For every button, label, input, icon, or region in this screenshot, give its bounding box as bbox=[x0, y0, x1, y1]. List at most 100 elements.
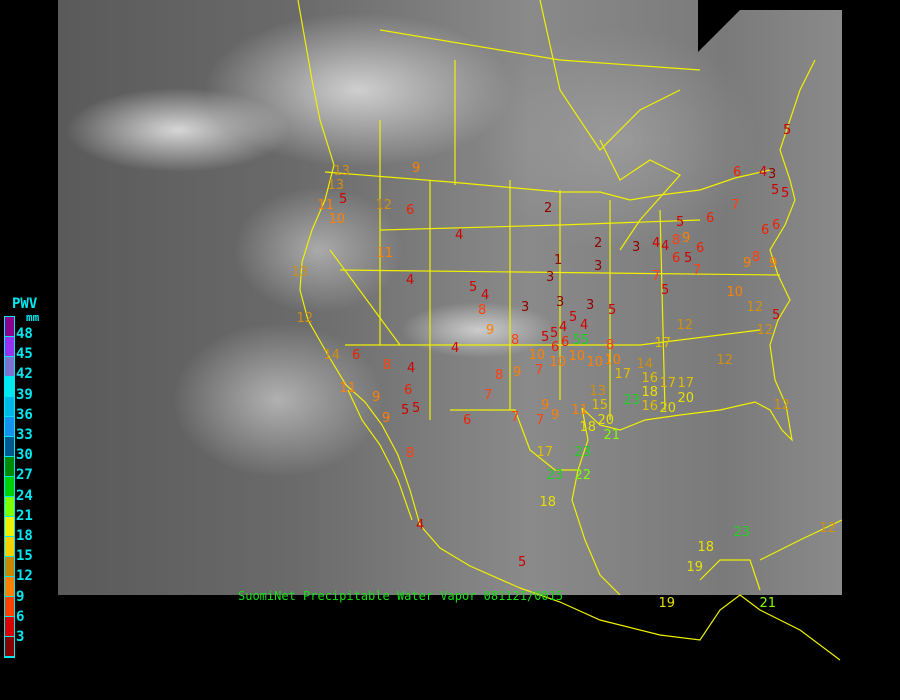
legend-label: 12 bbox=[16, 568, 33, 585]
legend-swatch bbox=[5, 557, 14, 577]
state-line-b bbox=[345, 329, 761, 346]
legend-label: 33 bbox=[16, 427, 33, 443]
station-pwv-value: 5 bbox=[518, 554, 527, 570]
station-pwv-value: 4 bbox=[451, 340, 460, 356]
legend-swatch bbox=[5, 597, 14, 617]
station-pwv-value: 23 bbox=[574, 444, 592, 460]
legend-label: 9 bbox=[16, 588, 25, 605]
station-pwv-value: 9 bbox=[769, 255, 778, 271]
station-pwv-value: 23 bbox=[733, 524, 751, 540]
legend-label: 36 bbox=[16, 406, 33, 423]
station-pwv-value: 7 bbox=[536, 412, 545, 428]
cuba-coast bbox=[759, 519, 842, 561]
legend-label: 18 bbox=[16, 528, 33, 544]
station-pwv-value: 10 bbox=[528, 347, 546, 363]
station-pwv-value: 17 bbox=[614, 366, 632, 382]
station-pwv-value: 16 bbox=[641, 398, 659, 414]
station-pwv-value: 5 bbox=[401, 402, 410, 418]
west-coastline bbox=[297, 0, 521, 589]
station-pwv-value: 6 bbox=[706, 210, 715, 226]
station-pwv-value: 6 bbox=[463, 412, 472, 428]
station-pwv-value: 18 bbox=[539, 494, 557, 510]
state-line-h bbox=[659, 209, 666, 411]
station-pwv-value: 5 bbox=[781, 185, 790, 201]
station-pwv-value: 20 bbox=[677, 390, 695, 406]
station-pwv-value: 20 bbox=[659, 400, 677, 416]
station-pwv-value: 7 bbox=[511, 409, 520, 425]
station-pwv-value: 17 bbox=[677, 375, 695, 391]
station-pwv-value: 17 bbox=[654, 335, 672, 351]
station-pwv-value: 15 bbox=[591, 397, 609, 413]
image-caption: SuomiNet Precipitable Water Vapor 081121… bbox=[238, 589, 564, 603]
legend-swatch bbox=[5, 497, 14, 517]
legend-label: 30 bbox=[16, 447, 33, 464]
station-pwv-value: 3 bbox=[546, 269, 555, 285]
station-pwv-value: 6 bbox=[404, 382, 413, 398]
station-pwv-value: 4 bbox=[406, 272, 415, 288]
station-pwv-value: 10 bbox=[328, 211, 346, 227]
mexico-south-coast bbox=[519, 587, 841, 661]
station-pwv-value: 8 bbox=[495, 367, 504, 383]
station-pwv-value: 55 bbox=[572, 332, 590, 348]
station-pwv-value: 22 bbox=[574, 467, 592, 483]
legend-label: 39 bbox=[16, 386, 33, 403]
legend-swatch bbox=[5, 397, 14, 417]
legend-label: 15 bbox=[16, 548, 33, 565]
station-pwv-value: 8 bbox=[752, 249, 761, 265]
station-pwv-value: 4 bbox=[580, 317, 589, 333]
station-pwv-value: 17 bbox=[536, 444, 554, 460]
station-pwv-value: 5 bbox=[608, 302, 617, 318]
station-pwv-value: 5 bbox=[661, 282, 670, 298]
station-pwv-value: 17 bbox=[659, 375, 677, 391]
station-pwv-value: 5 bbox=[771, 182, 780, 198]
station-pwv-value: 12 bbox=[773, 397, 791, 413]
province-line-b bbox=[379, 29, 701, 71]
station-pwv-value: 6 bbox=[352, 347, 361, 363]
station-pwv-value: 7 bbox=[652, 268, 661, 284]
station-pwv-value: 8 bbox=[383, 357, 392, 373]
station-pwv-value: 4 bbox=[759, 164, 768, 180]
station-pwv-value: 23 bbox=[623, 392, 641, 408]
legend-swatch bbox=[5, 517, 14, 537]
tx-border bbox=[450, 409, 580, 471]
station-pwv-value: 1 bbox=[554, 252, 563, 268]
station-pwv-value: 6 bbox=[733, 164, 742, 180]
station-pwv-value: 19 bbox=[658, 595, 676, 611]
legend-title: PWV bbox=[12, 296, 38, 312]
legend-swatch bbox=[5, 477, 14, 497]
station-pwv-value: 3 bbox=[632, 239, 641, 255]
station-pwv-value: 9 bbox=[682, 230, 691, 246]
station-pwv-value: 6 bbox=[761, 222, 770, 238]
mexico-gulf-coast bbox=[571, 407, 621, 595]
station-pwv-value: 9 bbox=[486, 322, 495, 338]
legend-label: 48 bbox=[16, 326, 33, 342]
legend-label: 27 bbox=[16, 467, 33, 484]
station-pwv-value: 12 bbox=[676, 317, 694, 333]
color-scale-bar bbox=[4, 316, 15, 658]
legend-label: 3 bbox=[16, 629, 25, 645]
station-pwv-value: 5 bbox=[541, 329, 550, 345]
station-pwv-value: 4 bbox=[416, 517, 425, 533]
station-pwv-value: 13 bbox=[327, 177, 345, 193]
legend-label: 45 bbox=[16, 346, 33, 363]
station-pwv-value: 7 bbox=[535, 362, 544, 378]
station-pwv-value: 21 bbox=[603, 427, 621, 443]
legend-swatch bbox=[5, 577, 14, 597]
legend-swatch bbox=[5, 337, 14, 357]
station-pwv-value: 8 bbox=[606, 337, 615, 353]
station-pwv-value: 4 bbox=[652, 235, 661, 251]
station-pwv-value: 5 bbox=[412, 400, 421, 416]
state-line-c bbox=[379, 219, 701, 231]
legend-swatch bbox=[5, 637, 14, 657]
station-pwv-value: 6 bbox=[672, 250, 681, 266]
legend-swatch bbox=[5, 457, 14, 477]
station-pwv-value: 12 bbox=[716, 352, 734, 368]
station-pwv-value: 7 bbox=[484, 387, 493, 403]
station-pwv-value: 16 bbox=[641, 370, 659, 386]
station-pwv-value: 8 bbox=[672, 232, 681, 248]
station-pwv-value: 11 bbox=[317, 197, 335, 213]
station-pwv-value: 14 bbox=[323, 347, 341, 363]
map-boundaries bbox=[297, 0, 842, 595]
legend-swatch bbox=[5, 377, 14, 397]
station-pwv-value: 13 bbox=[333, 163, 351, 179]
